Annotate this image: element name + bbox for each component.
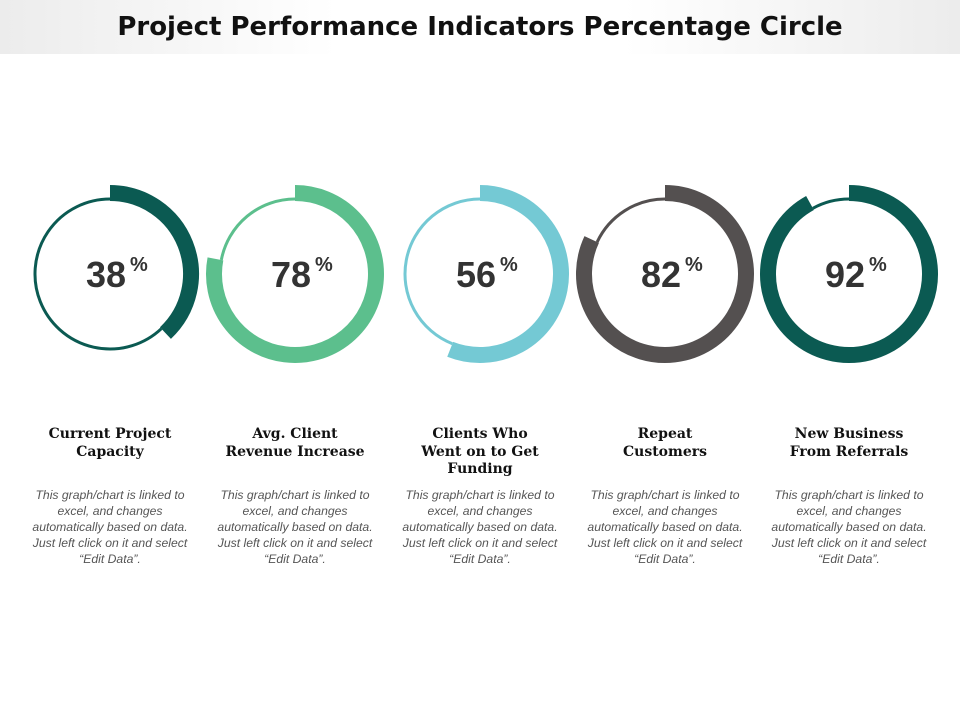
percent-sign: % — [315, 254, 333, 276]
remainder-ring — [812, 197, 850, 210]
kpi-circle-5[interactable]: 92% — [760, 185, 938, 363]
percentage-circles-chart[interactable]: 38% 78% 56% 82% 92% — [0, 0, 960, 400]
kpi-label: Repeat Customers — [623, 426, 707, 460]
kpi-description: This graph/chart is linked to excel, and … — [32, 488, 188, 566]
kpi-label: Current Project Capacity — [48, 426, 172, 460]
kpi-description: This graph/chart is linked to excel, and … — [402, 488, 558, 566]
progress-arc — [206, 185, 384, 363]
kpi-description: This graph/chart is linked to excel, and … — [587, 488, 743, 566]
kpi-description: This graph/chart is linked to excel, and … — [217, 488, 373, 566]
kpi-description: This graph/chart is linked to excel, and … — [771, 488, 927, 566]
kpi-circle-2[interactable]: 78% — [206, 185, 384, 363]
title-bar — [0, 0, 960, 54]
progress-arc — [109, 185, 199, 339]
progress-arc — [760, 185, 938, 363]
progress-arc — [576, 185, 754, 363]
percentage-value: 78 — [271, 254, 311, 295]
kpi-circle-4[interactable]: 82% — [576, 185, 754, 363]
percent-sign: % — [500, 254, 518, 276]
remainder-ring — [219, 197, 296, 261]
percentage-value: 38 — [86, 254, 126, 295]
kpi-label: New Business From Referrals — [789, 426, 909, 460]
kpi-circle-1[interactable]: 38% — [33, 185, 199, 351]
percentage-value: 82 — [641, 254, 681, 295]
remainder-ring — [403, 197, 481, 346]
page-title: Project Performance Indicators Percentag… — [117, 12, 843, 42]
percentage-value: 92 — [825, 254, 865, 295]
percent-sign: % — [685, 254, 703, 276]
remainder-ring — [595, 197, 666, 243]
kpi-circle-3[interactable]: 56% — [403, 185, 569, 363]
percentage-value: 56 — [456, 254, 496, 295]
kpi-label: Clients Who Went on to Get Funding — [421, 426, 539, 477]
remainder-ring — [33, 197, 163, 351]
percent-sign: % — [869, 254, 887, 276]
progress-arc — [447, 185, 569, 363]
percent-sign: % — [130, 254, 148, 276]
kpi-label: Avg. Client Revenue Increase — [225, 426, 365, 460]
